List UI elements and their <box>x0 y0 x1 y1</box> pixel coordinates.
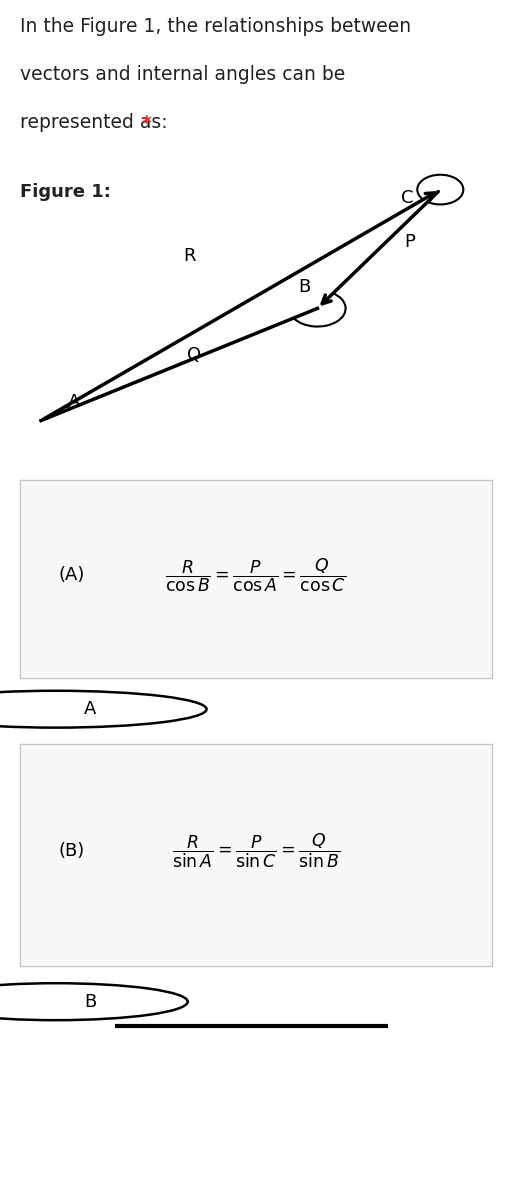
Text: Q: Q <box>187 346 202 364</box>
Text: Figure 1:: Figure 1: <box>20 182 111 200</box>
Text: In the Figure 1, the relationships between: In the Figure 1, the relationships betwe… <box>20 18 412 36</box>
Text: $\dfrac{R}{\cos B} = \dfrac{P}{\cos A} = \dfrac{Q}{\cos C}$: $\dfrac{R}{\cos B} = \dfrac{P}{\cos A} =… <box>165 557 347 594</box>
Text: C: C <box>401 188 413 206</box>
Text: (A): (A) <box>58 566 84 584</box>
Text: A: A <box>68 394 80 412</box>
Text: B: B <box>84 992 96 1010</box>
Text: *: * <box>142 114 152 132</box>
Text: (B): (B) <box>58 841 84 859</box>
Text: A: A <box>84 700 96 718</box>
Text: R: R <box>183 247 196 264</box>
Text: vectors and internal angles can be: vectors and internal angles can be <box>20 66 346 84</box>
Text: B: B <box>298 278 311 296</box>
Text: represented as:: represented as: <box>20 114 174 132</box>
Text: $\dfrac{R}{\sin A} = \dfrac{P}{\sin C} = \dfrac{Q}{\sin B}$: $\dfrac{R}{\sin A} = \dfrac{P}{\sin C} =… <box>172 832 340 870</box>
Text: P: P <box>404 233 415 251</box>
